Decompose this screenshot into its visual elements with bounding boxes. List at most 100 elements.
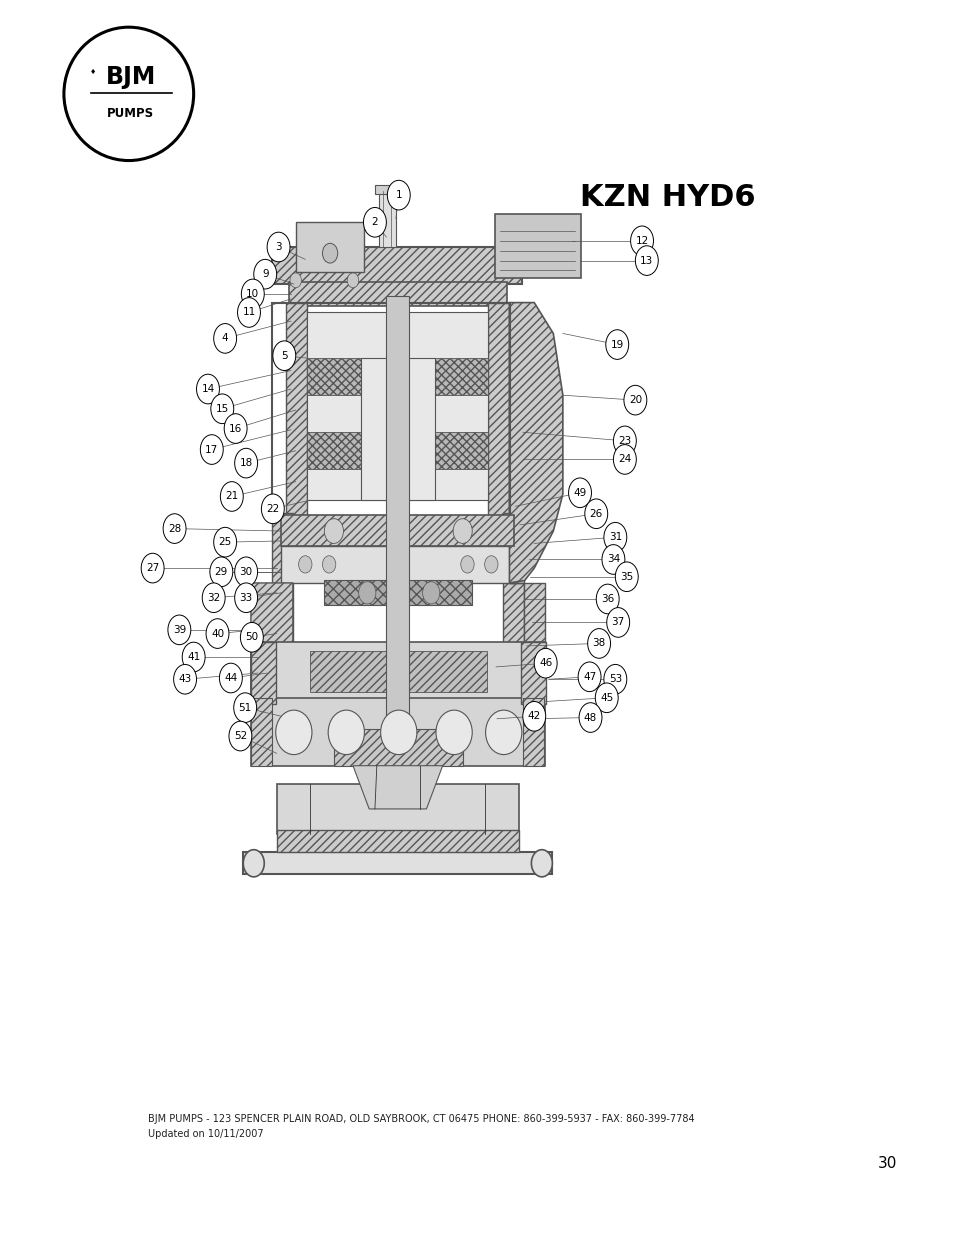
- Circle shape: [387, 180, 410, 210]
- Ellipse shape: [243, 850, 264, 877]
- Text: 17: 17: [205, 445, 218, 454]
- Text: 1: 1: [395, 190, 401, 200]
- Text: 50: 50: [245, 632, 258, 642]
- Bar: [289, 282, 506, 306]
- Bar: [251, 642, 544, 704]
- Circle shape: [630, 226, 653, 256]
- Text: PUMPS: PUMPS: [107, 107, 154, 120]
- Bar: [295, 222, 364, 272]
- Text: 39: 39: [172, 625, 186, 635]
- Bar: [243, 852, 552, 874]
- Bar: [310, 651, 486, 692]
- Circle shape: [206, 619, 229, 648]
- Circle shape: [202, 583, 225, 613]
- Polygon shape: [509, 303, 562, 583]
- Circle shape: [322, 556, 335, 573]
- Text: 41: 41: [187, 652, 200, 662]
- Circle shape: [453, 519, 472, 543]
- Circle shape: [261, 494, 284, 524]
- Bar: [286, 303, 307, 519]
- Text: 15: 15: [215, 404, 229, 414]
- Bar: [272, 513, 293, 704]
- Circle shape: [578, 662, 600, 692]
- Text: 36: 36: [600, 594, 614, 604]
- Text: BJM: BJM: [106, 64, 155, 89]
- Bar: [334, 729, 462, 766]
- Text: 43: 43: [178, 674, 192, 684]
- Text: 20: 20: [628, 395, 641, 405]
- Text: 3: 3: [275, 242, 281, 252]
- Circle shape: [168, 615, 191, 645]
- Circle shape: [584, 499, 607, 529]
- Circle shape: [347, 273, 358, 288]
- Circle shape: [253, 259, 276, 289]
- Text: Updated on 10/11/2007: Updated on 10/11/2007: [148, 1129, 263, 1139]
- Bar: [375, 185, 399, 194]
- Text: 34: 34: [606, 555, 619, 564]
- Circle shape: [237, 298, 260, 327]
- Text: 24: 24: [618, 454, 631, 464]
- Text: 38: 38: [592, 638, 605, 648]
- Circle shape: [606, 608, 629, 637]
- Ellipse shape: [64, 27, 193, 161]
- Bar: [251, 698, 272, 766]
- Text: 4: 4: [222, 333, 228, 343]
- Circle shape: [635, 246, 658, 275]
- Bar: [307, 358, 488, 395]
- Circle shape: [290, 273, 301, 288]
- Bar: [307, 312, 488, 500]
- Text: 14: 14: [201, 384, 214, 394]
- Circle shape: [522, 701, 545, 731]
- Circle shape: [587, 629, 610, 658]
- Text: 11: 11: [242, 308, 255, 317]
- Text: 37: 37: [611, 618, 624, 627]
- Text: 32: 32: [207, 593, 220, 603]
- Circle shape: [601, 545, 624, 574]
- Circle shape: [211, 394, 233, 424]
- Circle shape: [233, 693, 256, 722]
- Ellipse shape: [531, 850, 552, 877]
- Circle shape: [613, 426, 636, 456]
- Bar: [281, 546, 514, 583]
- Ellipse shape: [275, 710, 312, 755]
- Circle shape: [273, 341, 295, 370]
- Circle shape: [460, 556, 474, 573]
- Bar: [272, 303, 510, 519]
- Bar: [281, 515, 514, 546]
- Circle shape: [578, 703, 601, 732]
- Text: 21: 21: [225, 492, 238, 501]
- Bar: [307, 432, 488, 469]
- Text: 25: 25: [218, 537, 232, 547]
- Circle shape: [298, 556, 312, 573]
- Text: 5: 5: [281, 351, 287, 361]
- Bar: [522, 698, 543, 766]
- Text: 35: 35: [619, 572, 633, 582]
- Text: 52: 52: [233, 731, 247, 741]
- Bar: [360, 358, 435, 500]
- Text: KZN HYD6: KZN HYD6: [579, 183, 755, 212]
- Bar: [495, 214, 580, 278]
- Text: 9: 9: [262, 269, 268, 279]
- Text: 46: 46: [538, 658, 552, 668]
- Text: 26: 26: [589, 509, 602, 519]
- Circle shape: [422, 582, 439, 604]
- Ellipse shape: [485, 710, 521, 755]
- Circle shape: [534, 648, 557, 678]
- Bar: [488, 303, 509, 519]
- Circle shape: [163, 514, 186, 543]
- Circle shape: [568, 478, 591, 508]
- Bar: [386, 296, 409, 747]
- Circle shape: [141, 553, 164, 583]
- Circle shape: [229, 721, 252, 751]
- Text: 29: 29: [214, 567, 228, 577]
- Circle shape: [182, 642, 205, 672]
- Text: 28: 28: [168, 524, 181, 534]
- Bar: [272, 247, 521, 284]
- Circle shape: [210, 557, 233, 587]
- Bar: [324, 580, 472, 605]
- Text: 33: 33: [239, 593, 253, 603]
- Circle shape: [324, 519, 343, 543]
- Polygon shape: [251, 583, 293, 704]
- Bar: [520, 642, 545, 704]
- Circle shape: [603, 664, 626, 694]
